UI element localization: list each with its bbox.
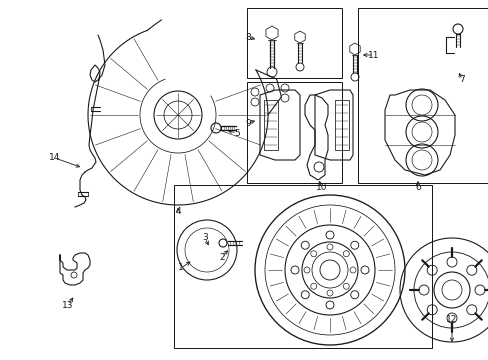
Bar [174, 185, 431, 348]
Text: 1: 1 [178, 264, 183, 273]
Text: 4: 4 [175, 207, 181, 216]
Text: 6: 6 [414, 184, 420, 193]
Text: 12: 12 [446, 315, 457, 324]
Bar [246, 82, 341, 183]
Text: 7: 7 [458, 76, 464, 85]
Text: 13: 13 [62, 301, 74, 310]
Text: 8: 8 [244, 32, 250, 41]
Text: 3: 3 [202, 234, 207, 243]
Text: 5: 5 [234, 129, 240, 138]
Text: 11: 11 [367, 50, 379, 59]
Text: 10: 10 [316, 184, 327, 193]
Text: 2: 2 [219, 252, 224, 261]
Bar [246, 8, 341, 78]
Text: 9: 9 [244, 118, 250, 127]
Text: 14: 14 [49, 153, 61, 162]
Bar [357, 8, 488, 183]
